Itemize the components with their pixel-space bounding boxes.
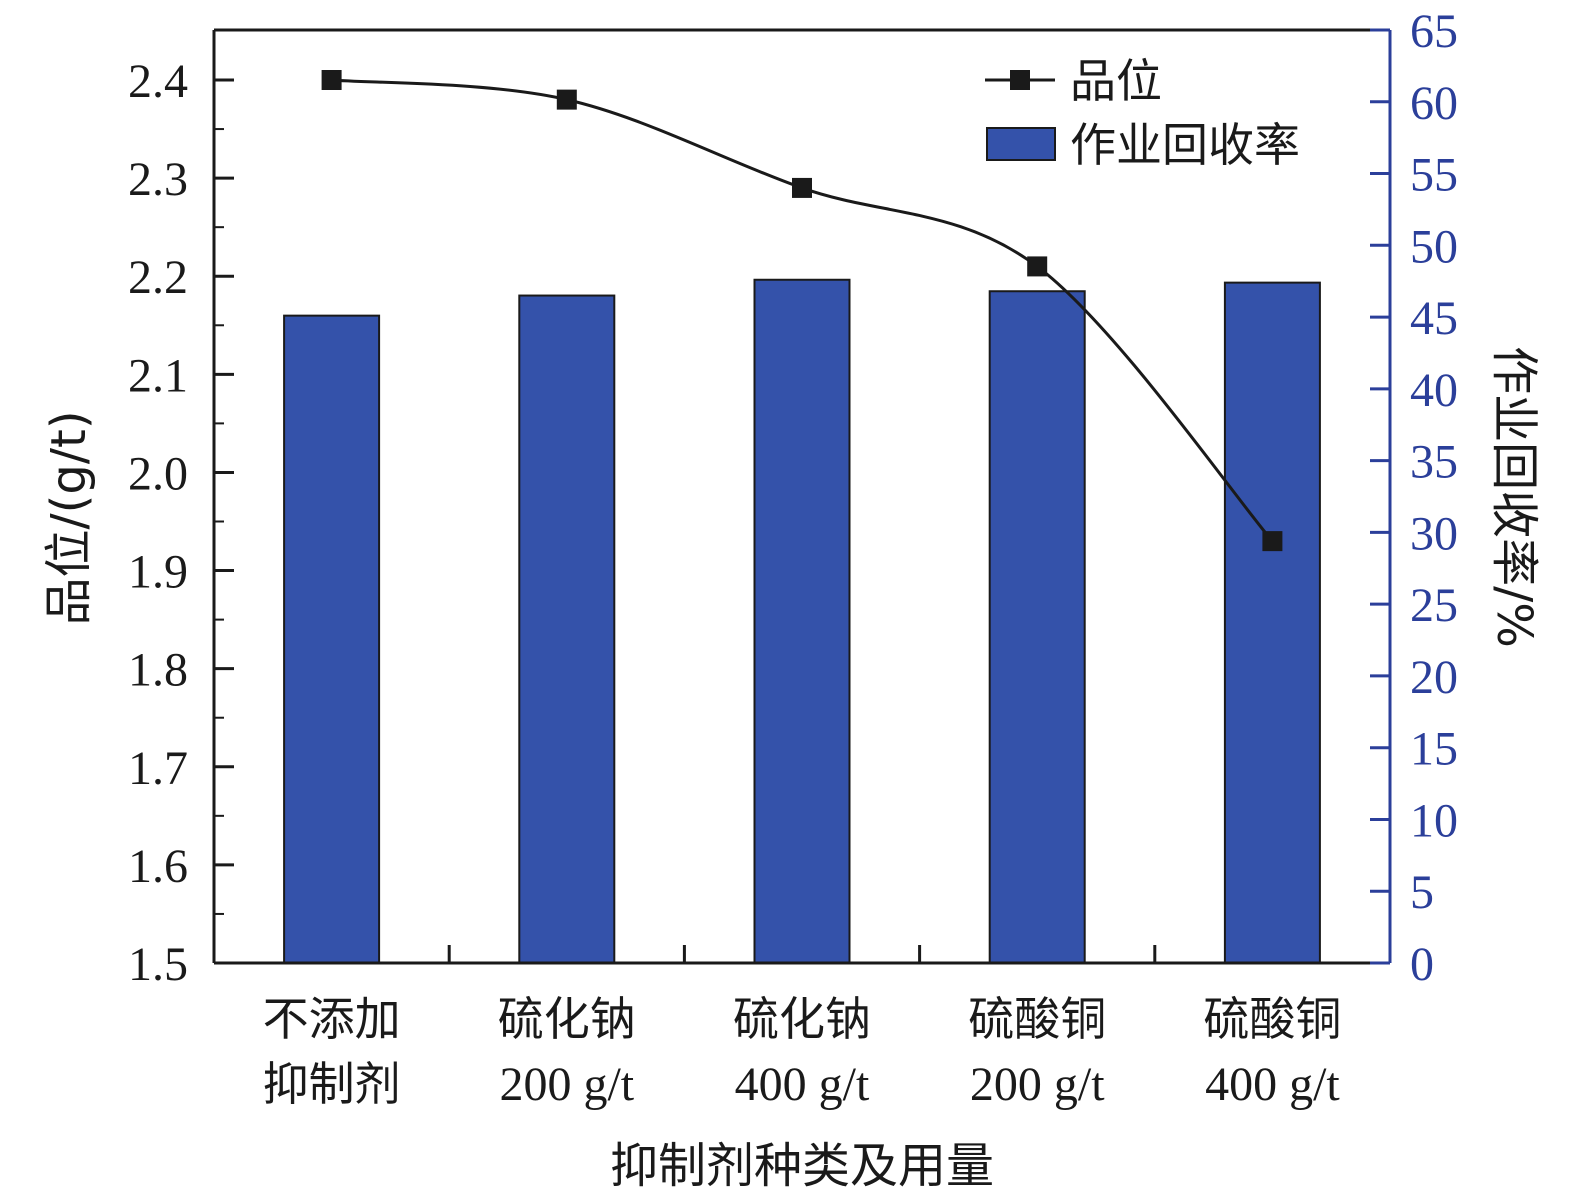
- left-y-tick-label-1.6: 1.6: [128, 840, 188, 893]
- bar-3: [753, 278, 851, 965]
- right-y-tick-label-55: 55: [1410, 149, 1458, 202]
- grade-point-1: [321, 70, 342, 90]
- left-y-tick-label-1.7: 1.7: [128, 742, 188, 795]
- grade-point-4: [1027, 256, 1048, 277]
- x-tick-label-line2-2: 200 g/t: [499, 1058, 634, 1111]
- legend-label-recovery: 作业回收率: [1070, 118, 1300, 172]
- grade-point-5: [1262, 531, 1283, 552]
- left-y-tick-label-1.5: 1.5: [128, 938, 188, 991]
- right-y-tick-label-30: 30: [1410, 507, 1458, 560]
- axes-layer: 1.5 1.6 1.7 1.8 1.9 2.0 2.1 2.2 2.3 2.4 0 5 10 15 20 25…: [128, 5, 1458, 1111]
- legend-line-marker: [1010, 70, 1030, 90]
- bar-5: [1223, 281, 1321, 964]
- right-y-tick-label-25: 25: [1410, 579, 1458, 632]
- right-y-tick-label-65: 65: [1410, 5, 1458, 58]
- x-tick-label-line1-5: 硫酸铜: [1203, 992, 1341, 1046]
- x-tick-label-line2-3: 400 g/t: [735, 1058, 870, 1111]
- x-tick-label-line2-4: 200 g/t: [970, 1058, 1105, 1111]
- bar-1: [283, 314, 381, 964]
- legend-bar-swatch: [986, 127, 1056, 161]
- right-y-tick-label-60: 60: [1410, 77, 1458, 130]
- x-axis-title: 抑制剂种类及用量: [610, 1138, 994, 1194]
- left-y-tick-label-1.8: 1.8: [128, 644, 188, 697]
- left-y-tick-label-2.0: 2.0: [128, 447, 188, 500]
- x-tick-label-line1-1: 不添加: [263, 992, 401, 1046]
- left-y-tick-label-2.2: 2.2: [128, 251, 188, 304]
- right-y-tick-label-20: 20: [1410, 651, 1458, 704]
- x-tick-label-line1-2: 硫化钠: [498, 992, 636, 1046]
- legend-label-grade: 品位: [1070, 54, 1162, 108]
- right-y-tick-label-15: 15: [1410, 723, 1458, 776]
- x-tick-label-line1-3: 硫化钠: [733, 992, 871, 1046]
- left-y-tick-label-2.1: 2.1: [128, 349, 188, 402]
- right-y-tick-label-35: 35: [1410, 436, 1458, 489]
- right-y-tick-label-5: 5: [1410, 866, 1434, 919]
- x-tick-label-line2-5: 400 g/t: [1205, 1058, 1340, 1111]
- grade-point-3: [792, 177, 812, 198]
- right-y-tick-label-10: 10: [1410, 794, 1458, 847]
- bars-layer: [283, 278, 1321, 965]
- left-y-tick-label-2.3: 2.3: [128, 153, 188, 206]
- right-y-tick-label-40: 40: [1410, 364, 1458, 417]
- right-y-tick-label-0: 0: [1410, 938, 1434, 991]
- x-tick-label-line2-1: 抑制剂: [263, 1057, 401, 1111]
- grade-line: [331, 78, 1274, 543]
- line-layer: [321, 70, 1283, 552]
- bar-4: [988, 290, 1086, 964]
- left-y-tick-label-2.4: 2.4: [128, 55, 188, 108]
- left-y-axis-title: 品位/(g/t): [41, 410, 97, 625]
- bar-2: [518, 294, 616, 964]
- right-y-axis-title: 作业回收率/%: [1486, 346, 1542, 648]
- right-y-tick-label-45: 45: [1410, 292, 1458, 345]
- grade-point-2: [556, 89, 577, 110]
- left-y-tick-label-1.9: 1.9: [128, 546, 188, 599]
- right-y-tick-label-50: 50: [1410, 220, 1458, 273]
- x-tick-label-line1-4: 硫酸铜: [968, 992, 1106, 1046]
